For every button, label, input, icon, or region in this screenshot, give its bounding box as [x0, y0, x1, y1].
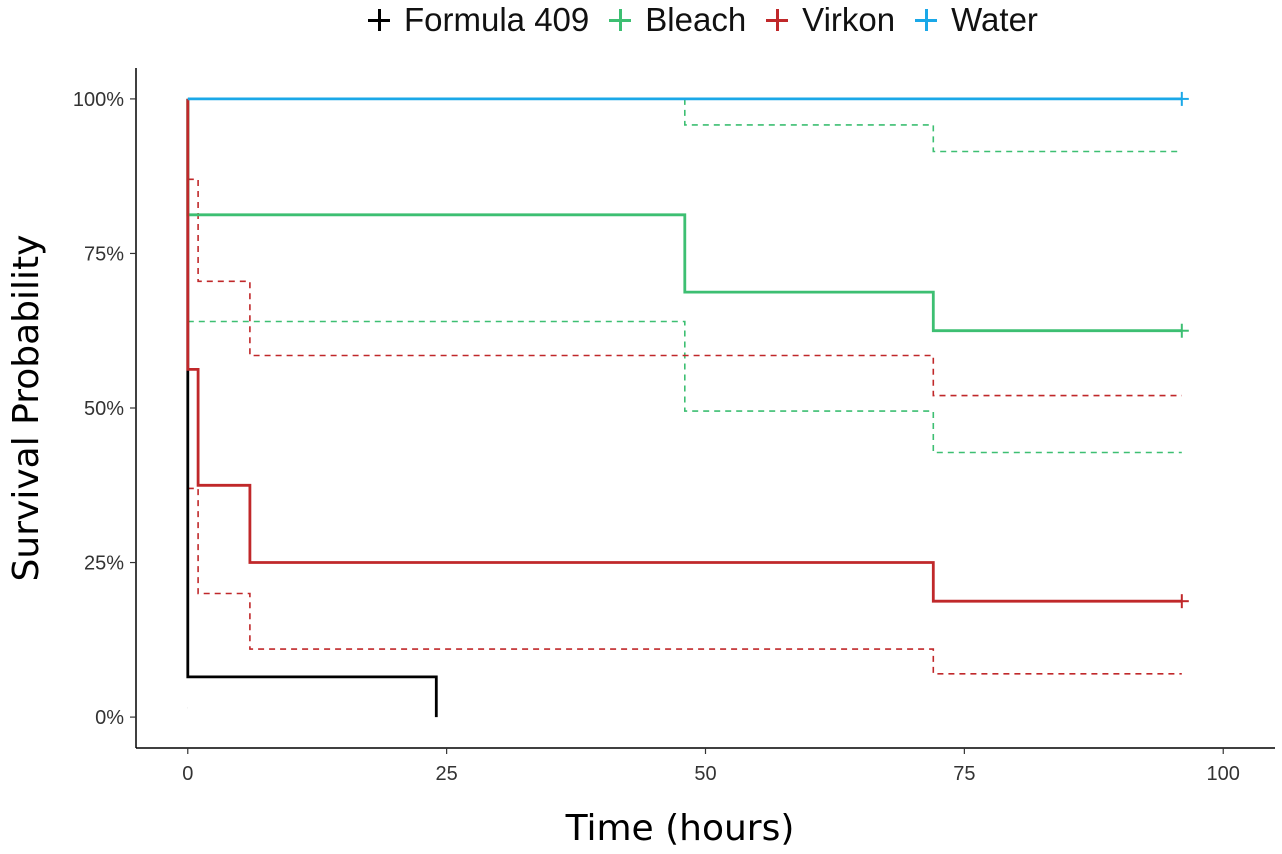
- ci-upper-bleach: [683, 98, 1182, 153]
- legend-key-water: [915, 9, 938, 31]
- legend-item-bleach: Bleach: [609, 1, 746, 39]
- x-tick-label: 75: [953, 763, 975, 785]
- y-axis-title: Survival Probability: [6, 235, 47, 582]
- survival-curve-virkon: [186, 98, 1182, 603]
- legend-label-formula-409: Formula 409: [404, 1, 590, 38]
- ci-lower-bleach: [187, 320, 1182, 454]
- legend: Formula 409 Bleach Virkon Water: [368, 0, 1058, 40]
- x-axis-title: Time (hours): [565, 808, 795, 849]
- censor-mark-water: [1174, 91, 1189, 106]
- legend-key-formula-409: [368, 9, 390, 31]
- x-tick-label: 50: [694, 763, 716, 785]
- x-tick-label: 100: [1207, 763, 1240, 785]
- survival-curve-bleach: [186, 98, 1182, 333]
- x-axis-ticks: 0 25 50 75 100: [182, 748, 1240, 785]
- y-tick-label: 50%: [84, 398, 124, 420]
- survival-curve-formula-409: [186, 98, 438, 718]
- y-tick-label: 0%: [95, 707, 124, 729]
- y-tick-label: 75%: [84, 243, 124, 265]
- x-tick-label: 25: [436, 763, 458, 785]
- survival-curves: [186, 97, 1182, 718]
- confidence-bands: [187, 98, 1182, 675]
- legend-key-virkon: [766, 9, 789, 31]
- legend-item-virkon: Virkon: [766, 1, 895, 39]
- legend-key-bleach: [609, 9, 632, 31]
- censor-mark-bleach: [1174, 323, 1189, 338]
- legend-label-water: Water: [951, 1, 1038, 38]
- y-axis-ticks: 0% 25% 50% 75% 100%: [73, 89, 136, 729]
- y-tick-label: 25%: [84, 553, 124, 575]
- y-tick-label: 100%: [73, 89, 124, 111]
- legend-item-water: Water: [915, 1, 1038, 39]
- censor-marks: [1174, 91, 1189, 609]
- ci-upper-virkon: [187, 178, 1182, 397]
- ci-lower-virkon: [187, 487, 1182, 675]
- legend-label-virkon: Virkon: [802, 1, 896, 38]
- x-tick-label: 0: [182, 763, 193, 785]
- censor-mark-virkon: [1174, 594, 1189, 609]
- legend-label-bleach: Bleach: [645, 1, 747, 38]
- legend-item-formula-409: Formula 409: [368, 1, 589, 39]
